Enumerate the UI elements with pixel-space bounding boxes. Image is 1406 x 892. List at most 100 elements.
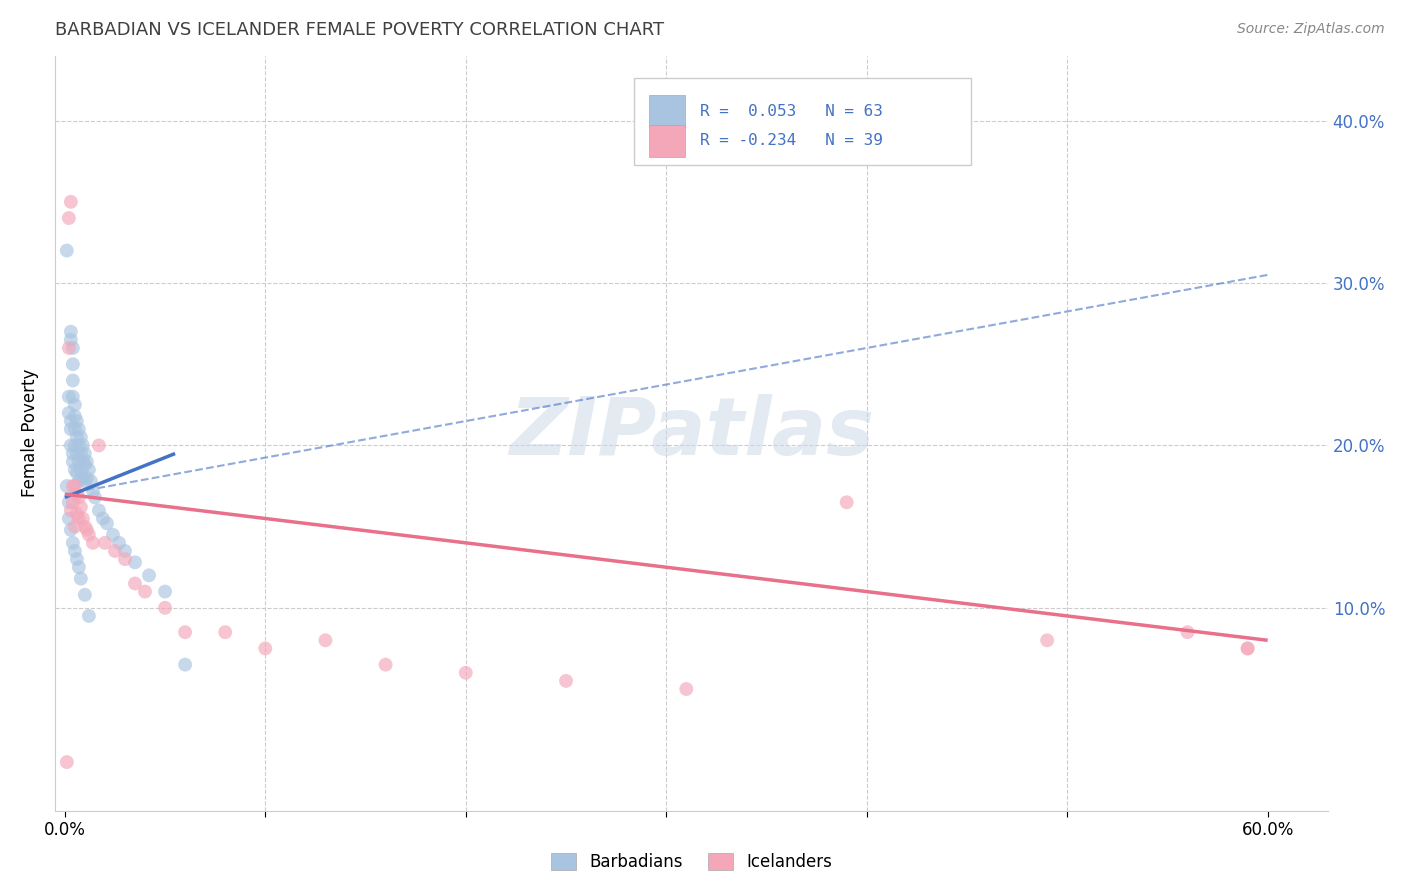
Point xyxy=(70,463,93,477)
Point xyxy=(56,244,79,258)
Point xyxy=(59,325,82,339)
Point xyxy=(66,487,89,501)
Point xyxy=(835,495,858,509)
Point xyxy=(1177,625,1199,640)
Point xyxy=(63,519,86,533)
Point xyxy=(56,479,79,493)
Point xyxy=(59,438,82,452)
Point xyxy=(66,430,89,444)
Point xyxy=(138,568,160,582)
Point xyxy=(62,341,84,355)
FancyBboxPatch shape xyxy=(650,125,685,157)
Point xyxy=(454,665,477,680)
Point xyxy=(82,536,104,550)
Point xyxy=(62,374,84,388)
Point xyxy=(58,341,80,355)
Point xyxy=(66,552,89,566)
Point xyxy=(70,430,93,444)
Point xyxy=(63,422,86,436)
Point xyxy=(77,463,100,477)
Point xyxy=(73,588,96,602)
Point xyxy=(59,333,82,347)
Point xyxy=(59,414,82,428)
Point xyxy=(67,455,90,469)
Point xyxy=(114,544,136,558)
Point xyxy=(62,479,84,493)
Point xyxy=(66,446,89,460)
Point xyxy=(254,641,277,656)
FancyBboxPatch shape xyxy=(634,78,972,165)
Point xyxy=(73,446,96,460)
Text: Source: ZipAtlas.com: Source: ZipAtlas.com xyxy=(1237,22,1385,37)
Point xyxy=(76,471,98,485)
Point xyxy=(62,357,84,371)
Point xyxy=(72,511,94,525)
Point xyxy=(58,495,80,509)
Point xyxy=(153,600,176,615)
Text: BARBADIAN VS ICELANDER FEMALE POVERTY CORRELATION CHART: BARBADIAN VS ICELANDER FEMALE POVERTY CO… xyxy=(55,21,664,39)
Point xyxy=(59,194,82,209)
Point xyxy=(67,560,90,574)
Point xyxy=(70,572,93,586)
Point xyxy=(174,625,197,640)
Point xyxy=(62,536,84,550)
Point xyxy=(1036,633,1059,648)
Point xyxy=(214,625,236,640)
Point xyxy=(114,552,136,566)
Point xyxy=(72,438,94,452)
Point xyxy=(59,422,82,436)
Point xyxy=(58,406,80,420)
Point xyxy=(91,511,114,525)
Point xyxy=(83,491,105,505)
Point xyxy=(314,633,336,648)
Point xyxy=(72,471,94,485)
Point xyxy=(67,491,90,505)
Point xyxy=(58,390,80,404)
Point xyxy=(87,438,110,452)
Point xyxy=(1236,641,1258,656)
Point xyxy=(66,507,89,521)
Point xyxy=(63,479,86,493)
Point xyxy=(63,398,86,412)
Point xyxy=(134,584,156,599)
Point xyxy=(76,455,98,469)
FancyBboxPatch shape xyxy=(650,95,685,128)
Point xyxy=(67,438,90,452)
Point xyxy=(94,536,117,550)
Point xyxy=(1236,641,1258,656)
Point xyxy=(80,474,103,488)
Point xyxy=(108,536,131,550)
Point xyxy=(67,511,90,525)
Point xyxy=(174,657,197,672)
Point xyxy=(101,527,124,541)
Point xyxy=(73,519,96,533)
Point xyxy=(62,390,84,404)
Legend: Barbadians, Icelanders: Barbadians, Icelanders xyxy=(544,847,838,878)
Point xyxy=(66,414,89,428)
Point xyxy=(70,500,93,515)
Point xyxy=(63,544,86,558)
Y-axis label: Female Poverty: Female Poverty xyxy=(21,369,39,498)
Point xyxy=(59,503,82,517)
Point xyxy=(675,681,697,696)
Point xyxy=(66,466,89,480)
Point xyxy=(555,673,578,688)
Point xyxy=(58,211,80,225)
Point xyxy=(72,455,94,469)
Point xyxy=(67,422,90,436)
Point xyxy=(73,474,96,488)
Point xyxy=(62,446,84,460)
Text: ZIPatlas: ZIPatlas xyxy=(509,394,873,472)
Point xyxy=(73,458,96,472)
Point xyxy=(82,483,104,498)
Point xyxy=(124,555,146,569)
Point xyxy=(96,516,118,531)
Point xyxy=(63,438,86,452)
Point xyxy=(104,544,127,558)
Point xyxy=(62,455,84,469)
Point xyxy=(153,584,176,599)
Point xyxy=(77,609,100,624)
Point xyxy=(77,527,100,541)
Point xyxy=(59,523,82,537)
Point xyxy=(67,474,90,488)
